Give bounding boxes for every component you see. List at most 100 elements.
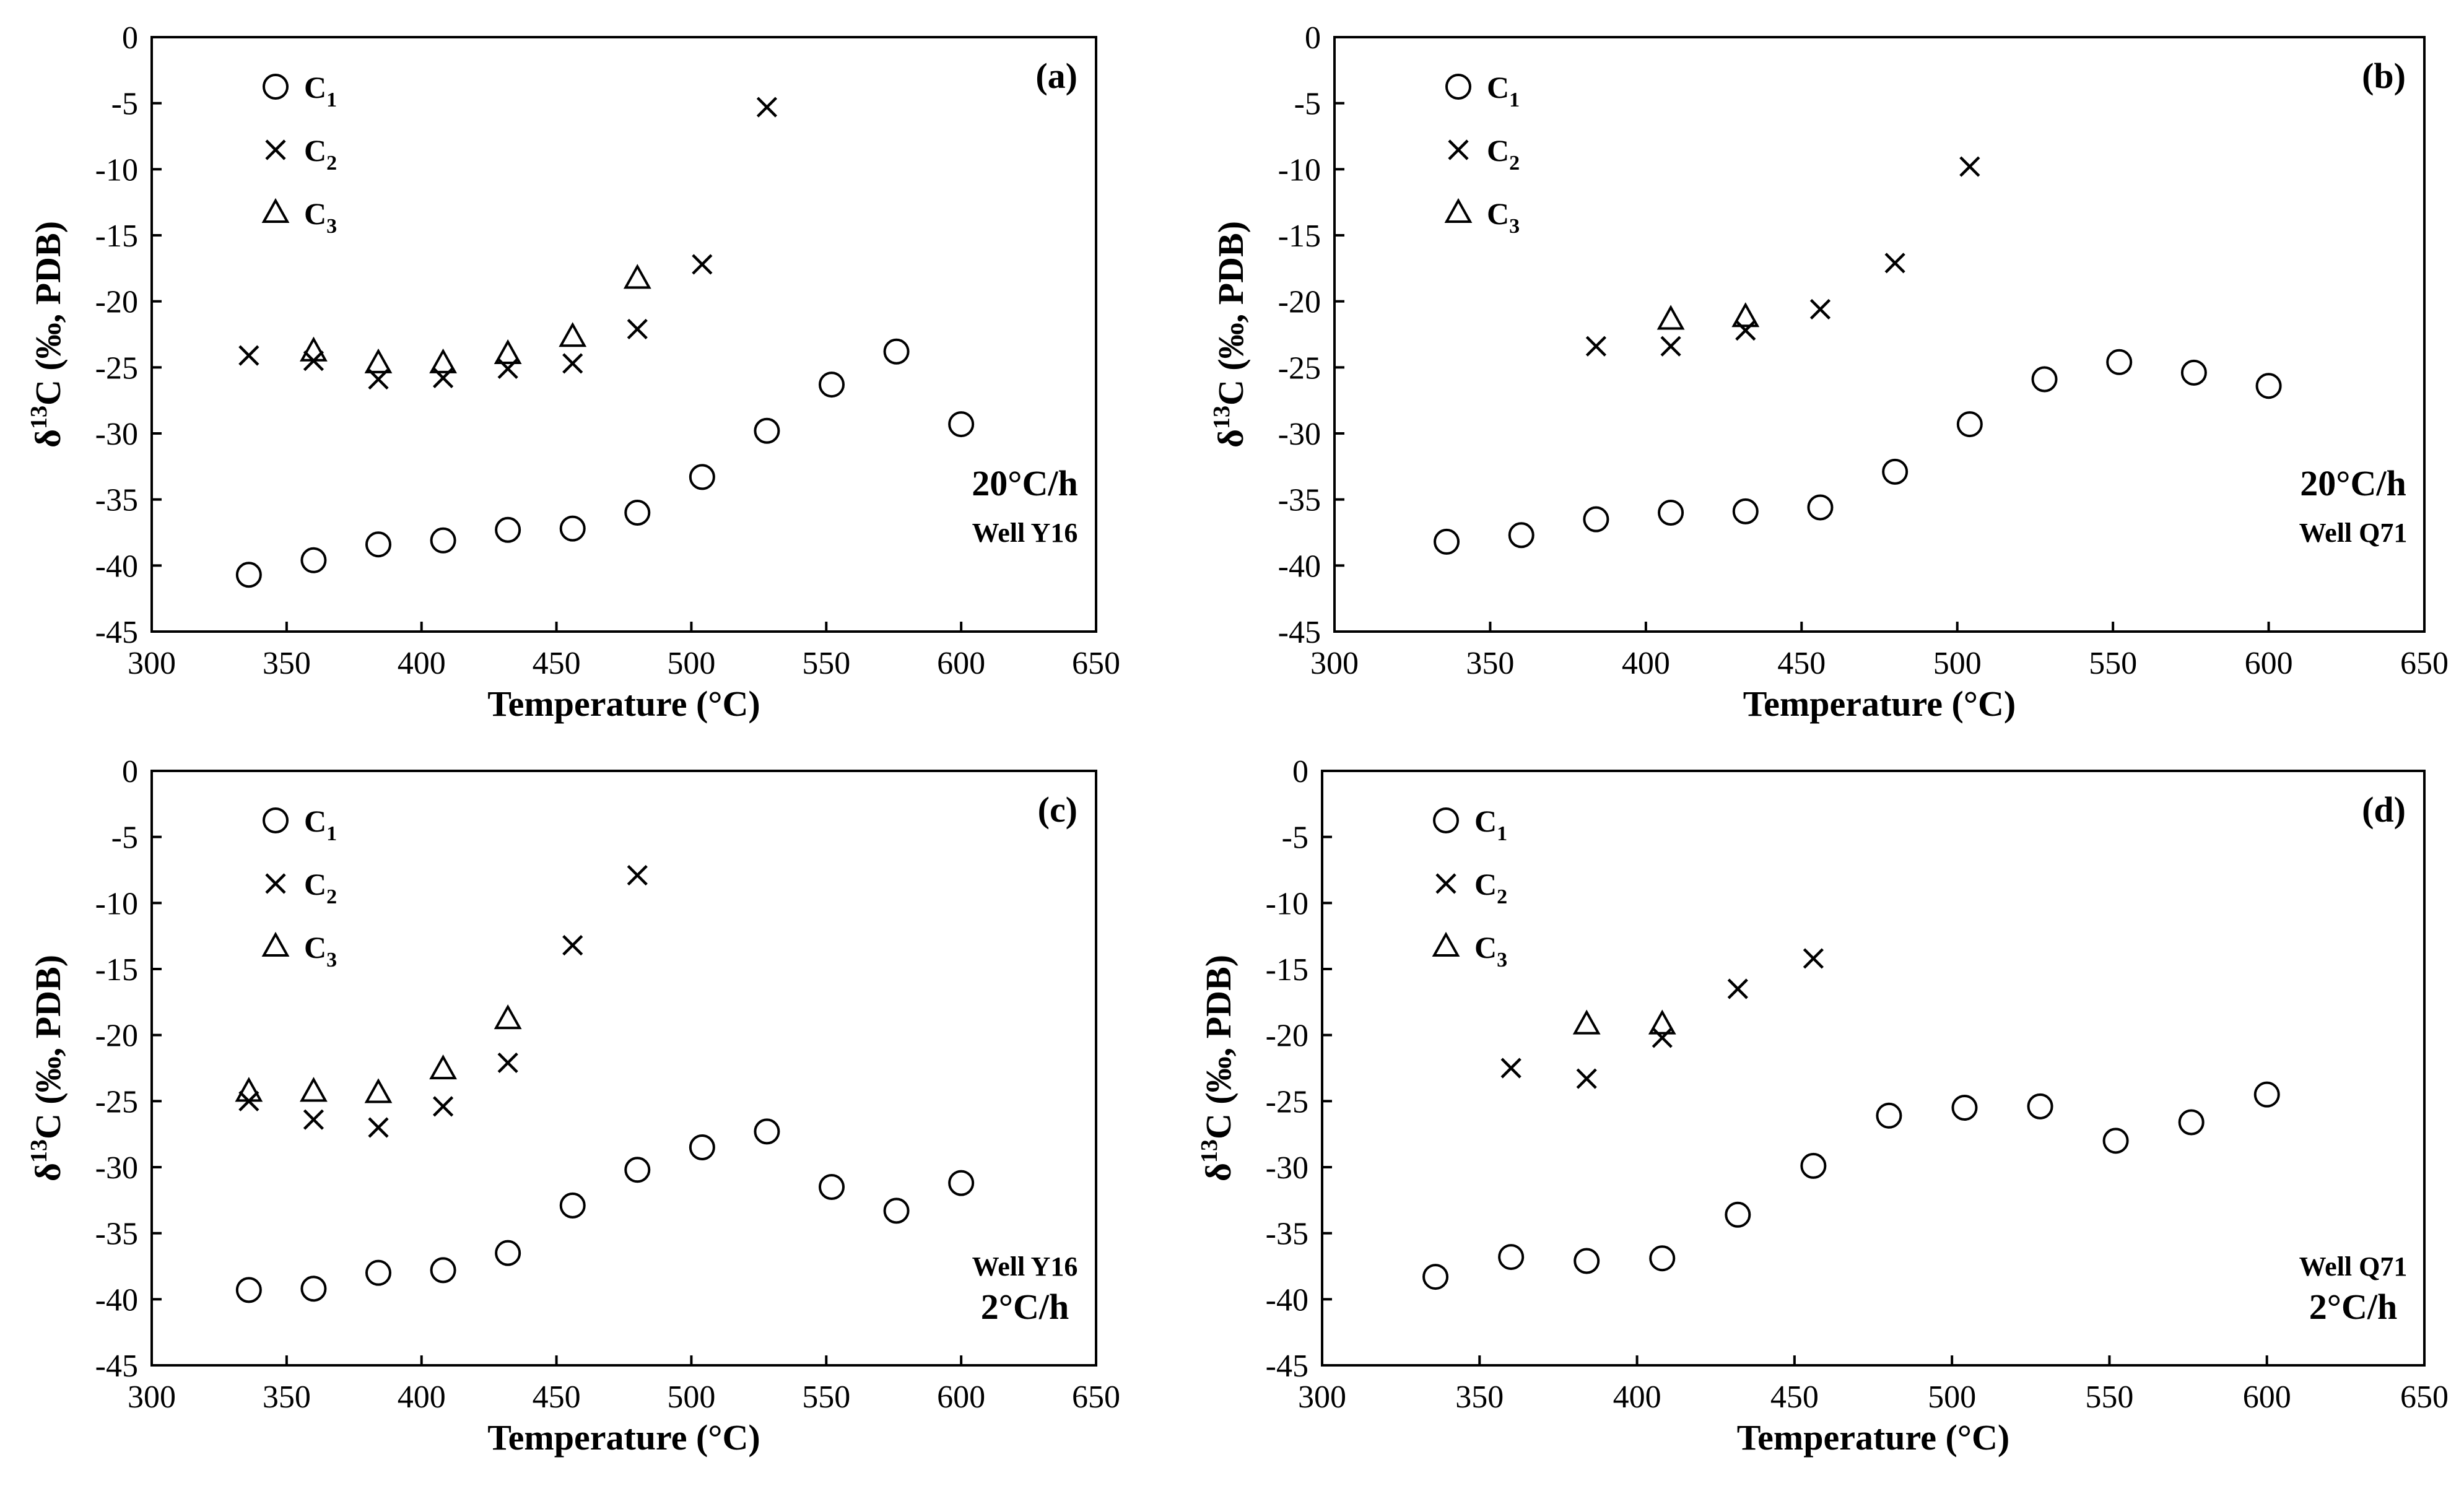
data-point-c2	[1735, 320, 1756, 341]
x-tick-label: 600	[937, 646, 985, 681]
y-axis-label-rest: C (‰, PDB)	[28, 221, 68, 406]
x-tick-label: 350	[263, 1380, 311, 1415]
data-point-c1	[2255, 373, 2282, 399]
y-tick-label: -35	[95, 483, 138, 518]
y-tick-label: 0	[122, 20, 138, 56]
well-label: Well Y16	[972, 1251, 1078, 1282]
data-point-c1	[1951, 1095, 1978, 1121]
legend-label-base: C	[304, 804, 326, 838]
y-tick-label: -20	[1266, 1019, 1308, 1054]
y-axis-label-superscript: 13	[26, 1139, 52, 1163]
legend-label-subscript: 2	[326, 152, 337, 175]
data-point-c2	[303, 1109, 324, 1130]
y-tick-label: -40	[95, 549, 138, 584]
chart-panel-a: 300 350 400 450 500 550 600 650 0 -5 -10 -15 -20 -25 -…	[26, 20, 1120, 724]
x-tick-label: 650	[2400, 1380, 2449, 1415]
data-point-c2	[1585, 336, 1606, 357]
y-axis-label-delta: δ	[1198, 1163, 1239, 1181]
data-point-c2	[238, 345, 259, 366]
legend-label-subscript: 2	[1497, 885, 1507, 908]
x-tick-label: 300	[128, 646, 176, 681]
data-point-c1	[1498, 1244, 1525, 1271]
data-point-c2	[1652, 1027, 1673, 1048]
data-point-c1	[689, 1134, 715, 1160]
data-point-c2	[562, 353, 583, 374]
data-point-c1	[430, 527, 456, 554]
data-point-c1	[624, 500, 651, 526]
y-tick-label: 0	[1305, 20, 1321, 56]
data-point-c1	[1725, 1201, 1751, 1228]
legend-label: C1	[1487, 70, 1520, 111]
data-point-c2	[692, 254, 713, 275]
y-tick-label: -30	[95, 417, 138, 452]
panel-label: (a)	[1035, 56, 1077, 96]
legend-marker-cross	[1435, 873, 1456, 894]
x-tick-label: 550	[2089, 646, 2137, 681]
x-tick-label: 550	[802, 646, 850, 681]
y-tick-label: -15	[95, 219, 138, 254]
chart-panel-c: 300 350 400 450 500 550 600 650 0 -5 -10 -15 -20 -25 -…	[26, 754, 1120, 1458]
legend-label-subscript: 1	[326, 822, 337, 845]
y-axis-label-rest: C (‰, PDB)	[1211, 221, 1251, 406]
legend-label-subscript: 1	[1497, 822, 1507, 845]
data-point-c3	[1572, 1009, 1601, 1035]
legend-label-base: C	[304, 70, 326, 105]
y-tick-label: -5	[1294, 87, 1321, 122]
legend-marker-triangle	[1432, 931, 1460, 957]
data-point-c3	[1648, 1009, 1676, 1035]
x-tick-label: 500	[1933, 646, 1982, 681]
data-point-c1	[883, 1198, 910, 1224]
y-tick-label: -40	[1266, 1282, 1308, 1318]
y-tick-label: -10	[1278, 152, 1321, 188]
chart-panel-d: 300 350 400 450 500 550 600 650 0 -5 -10 -15 -20 -25 -…	[1196, 754, 2449, 1458]
y-tick-label: -45	[1266, 1349, 1308, 1384]
heating-rate-label: 20°C/h	[2300, 463, 2406, 503]
data-point-c2	[562, 935, 583, 956]
data-point-c1	[1956, 411, 1983, 438]
x-tick-label: 400	[1622, 646, 1670, 681]
legend-label-subscript: 3	[1509, 215, 1520, 238]
data-point-c1	[689, 464, 715, 490]
data-point-c1	[300, 547, 327, 573]
y-axis-label-superscript: 13	[1209, 406, 1235, 429]
data-point-c1	[1508, 522, 1535, 549]
data-point-c1	[754, 417, 780, 444]
data-point-c2	[1727, 978, 1748, 999]
y-tick-label: -25	[95, 1084, 138, 1119]
data-point-c1	[430, 1257, 456, 1284]
y-tick-label: -45	[95, 615, 138, 650]
data-point-c1	[819, 1174, 845, 1200]
data-point-c1	[1807, 494, 1834, 521]
y-tick-label: -40	[95, 1282, 138, 1318]
chart-panel-b: 300 350 400 450 500 550 600 650 0 -5 -10 -15 -20 -25 -…	[1209, 20, 2449, 724]
data-point-c3	[494, 1004, 522, 1030]
data-point-c1	[235, 1277, 262, 1303]
legend-label-base: C	[1474, 930, 1497, 965]
x-tick-label: 400	[1613, 1380, 1661, 1415]
data-point-c1	[495, 516, 521, 543]
data-point-c1	[948, 1170, 975, 1196]
data-point-c1	[1649, 1245, 1676, 1272]
data-point-c1	[1876, 1102, 1902, 1129]
legend-label-subscript: 2	[1509, 152, 1520, 175]
data-point-c1	[365, 531, 391, 558]
legend-label: C3	[1487, 196, 1520, 238]
x-axis-label: Temperature (°C)	[487, 1417, 760, 1458]
legend-label-base: C	[1487, 196, 1509, 231]
y-tick-label: -5	[1282, 820, 1308, 856]
data-point-c1	[300, 1276, 327, 1302]
data-point-c1	[365, 1259, 391, 1286]
legend-label-base: C	[304, 133, 326, 168]
y-axis-label: δ13C (‰, PDB)	[1209, 221, 1251, 448]
data-point-c2	[368, 1117, 389, 1138]
legend-label-subscript: 3	[326, 215, 337, 238]
x-tick-label: 500	[1928, 1380, 1976, 1415]
y-tick-label: -25	[95, 350, 138, 386]
data-point-c1	[495, 1240, 521, 1266]
x-tick-label: 300	[128, 1380, 176, 1415]
heating-rate-label: 2°C/h	[2309, 1287, 2397, 1327]
legend-label-subscript: 3	[1497, 949, 1507, 972]
legend-label-subscript: 2	[326, 885, 337, 908]
data-point-c2	[497, 1052, 518, 1074]
